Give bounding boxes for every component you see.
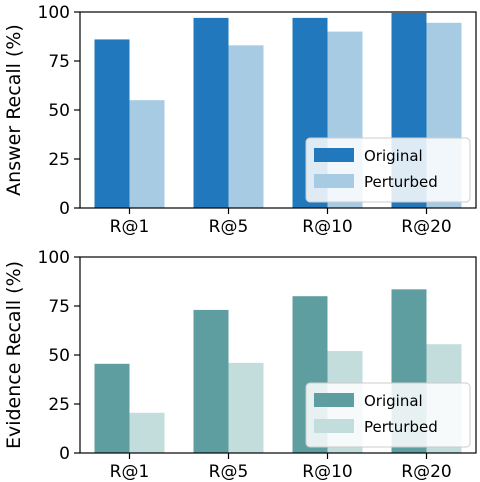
y-tick-label: 25	[48, 150, 70, 170]
x-tick-label: R@5	[209, 217, 249, 237]
y-axis-title: Evidence Recall (%)	[3, 261, 25, 449]
x-tick-label: R@20	[401, 462, 451, 482]
legend: Original Perturbed	[305, 137, 471, 203]
y-tick-label: 50	[48, 346, 70, 366]
x-tick-label: R@20	[401, 217, 451, 237]
x-tick-label: R@5	[209, 462, 249, 482]
bar-original-r5	[193, 309, 229, 453]
bar-original-r1	[94, 39, 130, 208]
y-tick-label: 25	[48, 395, 70, 415]
legend-swatch-perturbed	[314, 419, 354, 433]
chart-panel-1: 0 25 50 75 100 R@1 R@5 R@10 R@20 Answer Recall (%…	[3, 3, 477, 237]
y-tick-label: 50	[48, 101, 70, 121]
bar-perturbed-r1	[129, 100, 165, 208]
y-axis-title: Answer Recall (%)	[3, 24, 25, 196]
bar-perturbed-r5	[228, 362, 264, 453]
x-tick-label: R@1	[110, 462, 150, 482]
legend: Original Perturbed	[305, 382, 471, 448]
y-tick-label: 75	[48, 297, 70, 317]
y-tick-label: 0	[59, 444, 70, 464]
bar-original-r1	[94, 363, 130, 453]
legend-swatch-original	[314, 148, 354, 162]
legend-label-perturbed: Perturbed	[364, 173, 438, 191]
x-tick-label: R@10	[302, 462, 352, 482]
x-tick-label: R@1	[110, 217, 150, 237]
legend-label-original: Original	[364, 147, 423, 165]
bar-original-r5	[193, 17, 229, 208]
bar-perturbed-r1	[129, 412, 165, 453]
legend-swatch-perturbed	[314, 174, 354, 188]
bar-perturbed-r5	[228, 45, 264, 208]
y-tick-label: 75	[48, 52, 70, 72]
x-tick-label: R@10	[302, 217, 352, 237]
legend-label-original: Original	[364, 392, 423, 410]
y-tick-label: 100	[38, 248, 70, 268]
y-tick-label: 0	[59, 199, 70, 219]
legend-swatch-original	[314, 393, 354, 407]
y-tick-label: 100	[38, 3, 70, 23]
chart-panel-2: 0 25 50 75 100 R@1 R@5 R@10 R@20 Evidence Recall …	[3, 248, 477, 482]
legend-label-perturbed: Perturbed	[364, 418, 438, 436]
